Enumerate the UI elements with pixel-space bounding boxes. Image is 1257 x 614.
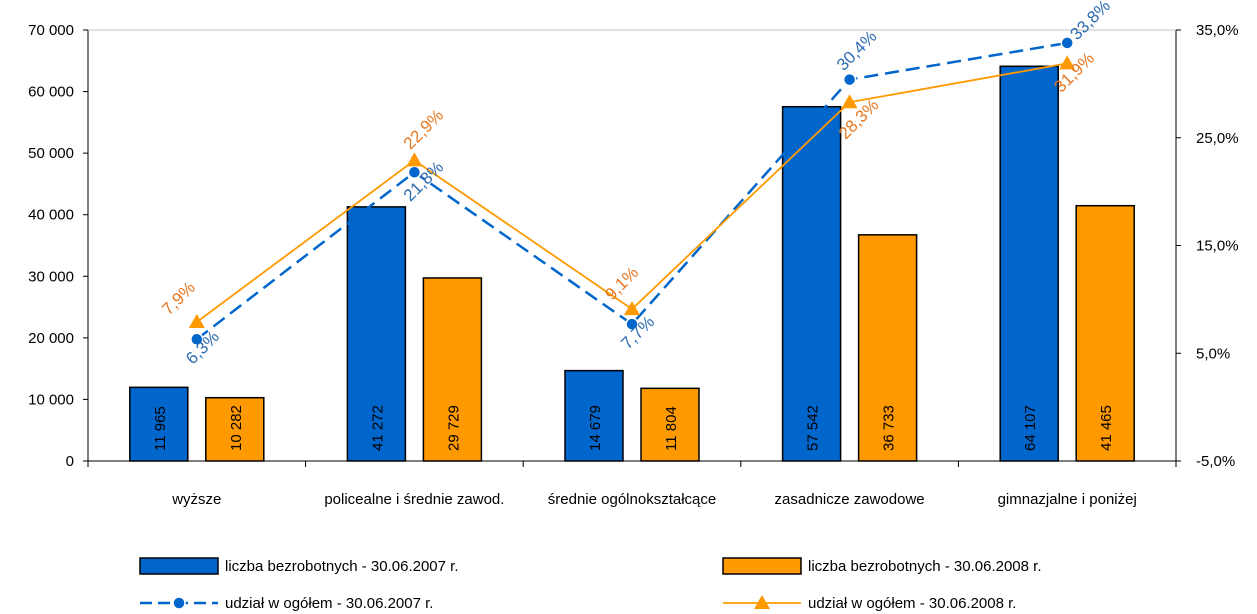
bar xyxy=(1075,204,1135,462)
bar-value-label: 41 465 xyxy=(1098,405,1115,451)
left-tick-label: 70 000 xyxy=(28,22,74,39)
point-value-label: 7,9% xyxy=(158,278,199,319)
right-tick-label: 5,0% xyxy=(1196,345,1230,362)
legend-label: udział w ogółem - 30.06.2007 r. xyxy=(225,595,433,612)
triangle-point-marker xyxy=(188,314,205,329)
bar xyxy=(346,206,407,462)
circle-point-marker xyxy=(1060,36,1074,50)
point-value-label: 9,1% xyxy=(601,263,642,304)
right-tick-label: 25,0% xyxy=(1196,130,1239,147)
bar xyxy=(781,105,842,462)
category-label: zasadnicze zawodowe xyxy=(775,491,925,508)
bar-value-label: 64 107 xyxy=(1022,405,1039,451)
triangle-point-marker xyxy=(1059,55,1076,70)
category-label: gimnazjalne i poniżej xyxy=(998,491,1137,508)
labels: 11 965 41 272 14 679 57 542 64 107 10 282 29 7… xyxy=(152,0,1115,451)
bar-value-label: 11 804 xyxy=(663,406,680,451)
legend: liczba bezrobotnych - 30.06.2007 r. liczb… xyxy=(139,557,1041,612)
point-value-label: 28,3% xyxy=(835,96,883,144)
legend-triangle-marker xyxy=(754,595,770,609)
point-value-label: 22,9% xyxy=(400,106,448,154)
left-tick-label: 20 000 xyxy=(28,330,74,347)
bar-value-label: 14 679 xyxy=(587,405,604,451)
point-value-label: 6,3% xyxy=(182,327,223,368)
bar-value-label: 36 733 xyxy=(881,405,898,451)
left-tick-label: 30 000 xyxy=(28,268,74,285)
left-tick-label: 50 000 xyxy=(28,145,74,162)
legend-label: liczba bezrobotnych - 30.06.2007 r. xyxy=(225,558,458,575)
left-tick-label: 0 xyxy=(66,453,74,470)
right-tick-label: -5,0% xyxy=(1196,453,1235,470)
circle-point-marker xyxy=(842,72,857,87)
bar xyxy=(129,386,189,462)
bar xyxy=(857,234,918,462)
legend-circle-marker xyxy=(172,596,186,610)
right-tick-label: 35,0% xyxy=(1196,22,1239,39)
bar xyxy=(640,387,700,462)
bar-value-label: 29 729 xyxy=(445,405,462,451)
point-value-label: 21,8% xyxy=(400,158,448,206)
point-value-label: 30,4% xyxy=(833,27,881,75)
triangle-point-marker xyxy=(841,94,858,109)
bar xyxy=(564,369,624,462)
left-tick-label: 10 000 xyxy=(28,391,74,408)
left-tick-label: 60 000 xyxy=(28,84,74,101)
legend-swatch-bar xyxy=(139,557,219,575)
circle-point-marker xyxy=(625,317,639,331)
legend-swatch-bar xyxy=(722,557,802,575)
left-tick-label: 40 000 xyxy=(28,207,74,224)
bar xyxy=(205,396,265,462)
bars xyxy=(129,65,1135,462)
bar-value-label: 10 282 xyxy=(228,405,245,451)
category-label: średnie ogólnokształcące xyxy=(548,491,716,508)
bar-value-label: 41 272 xyxy=(369,405,386,451)
point-value-label: 33,8% xyxy=(1067,0,1115,44)
circle-point-marker xyxy=(190,332,204,346)
category-label: wyższe xyxy=(171,491,221,508)
legend-label: udział w ogółem - 30.06.2008 r. xyxy=(808,595,1016,612)
bar-value-label: 57 542 xyxy=(805,405,822,451)
category-label: policealne i średnie zawod. xyxy=(324,491,504,508)
triangle-point-marker xyxy=(406,152,423,167)
bar-value-label: 11 965 xyxy=(152,406,169,451)
bar xyxy=(999,65,1059,462)
lines xyxy=(188,36,1076,346)
right-tick-label: 15,0% xyxy=(1196,238,1239,255)
bar xyxy=(422,277,483,462)
triangle-point-marker xyxy=(624,301,640,316)
axes: 0 10 000 20 000 30 000 40 000 50 000 60 000 70 … xyxy=(28,22,1238,508)
legend-label: liczba bezrobotnych - 30.06.2008 r. xyxy=(808,558,1041,575)
